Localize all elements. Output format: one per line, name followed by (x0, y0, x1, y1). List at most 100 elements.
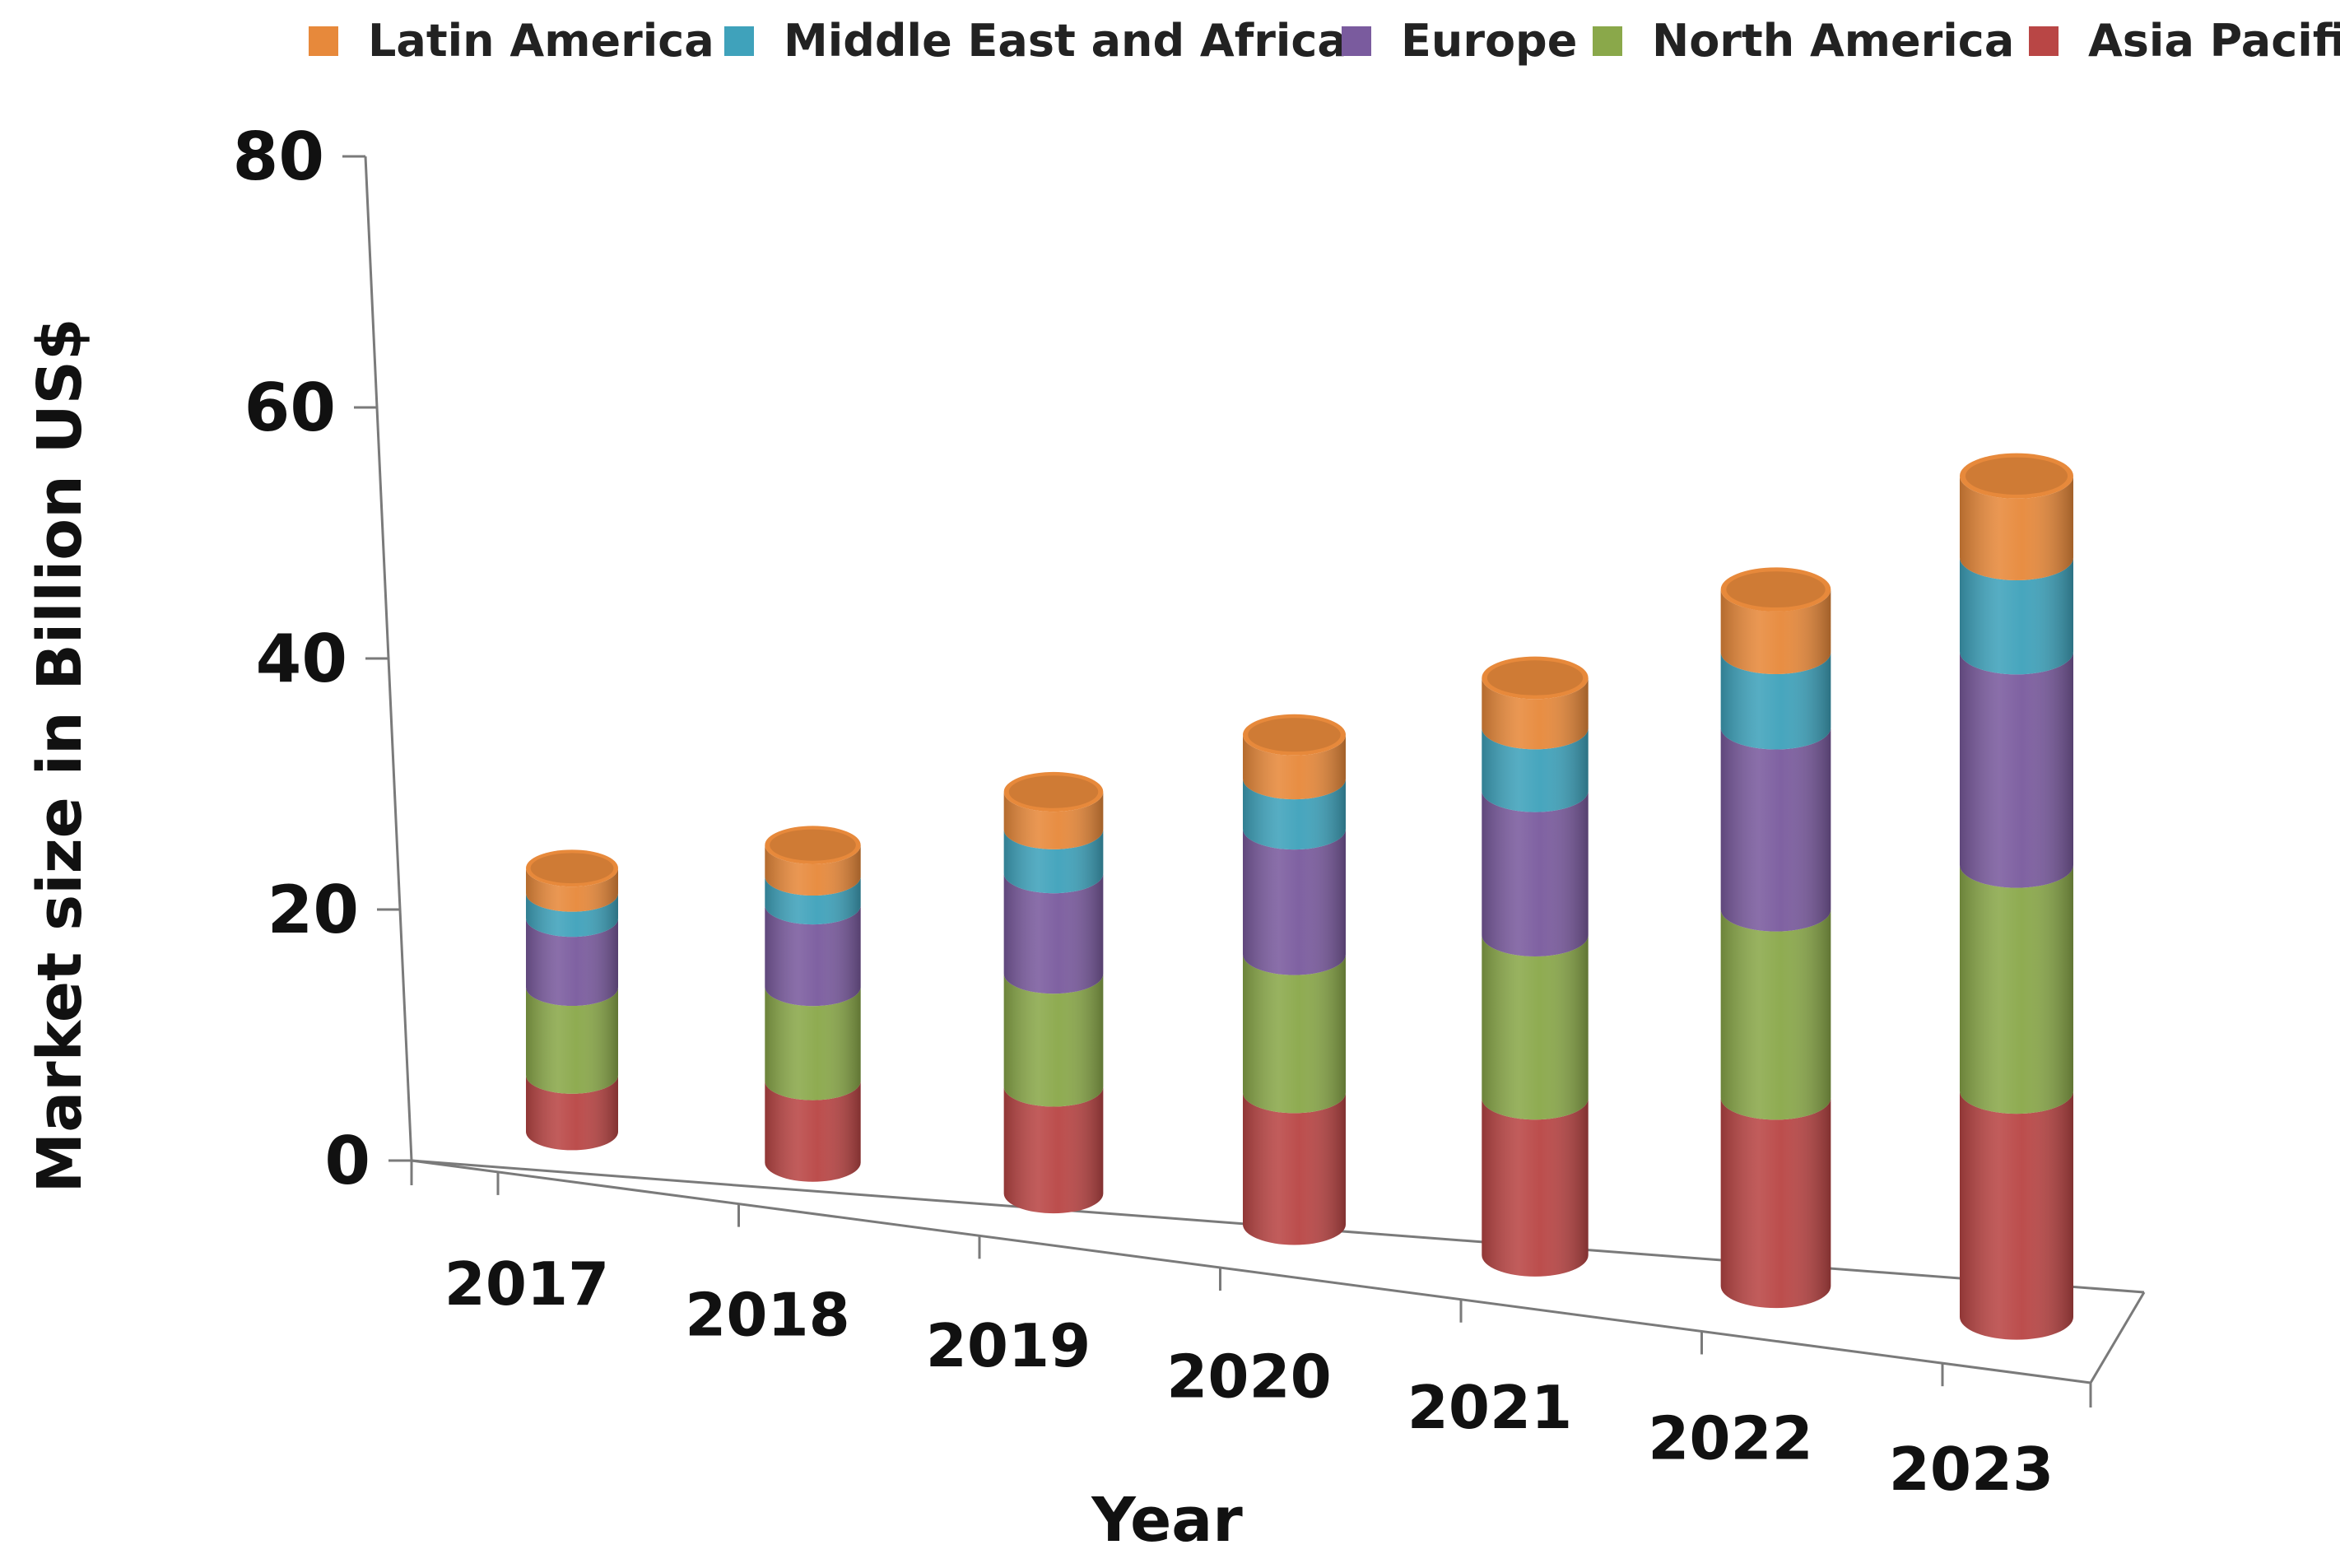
bar-segment-shade (1720, 589, 1831, 675)
bar-segment-shade (526, 987, 619, 1094)
bar-top-cap-inner (1726, 571, 1826, 608)
bar-north-america-2020 (1243, 954, 1346, 1114)
bar-stack-2021 (1482, 656, 1589, 1277)
bar-segment-shade (1960, 865, 2073, 1114)
bar-asia-pacific-2020 (1243, 1092, 1346, 1245)
bar-latin-america-2022 (1720, 589, 1831, 675)
legend-label: Middle East and Africa (784, 15, 1347, 67)
bar-europe-2022 (1720, 727, 1831, 932)
bar-top-cap (1720, 567, 1831, 612)
bar-segment-shade (765, 905, 861, 1007)
y-tick-label: 80 (233, 119, 324, 195)
bar-top-cap (1243, 714, 1346, 756)
y-axis-title: Market size in Billion US$ (25, 319, 95, 1193)
bar-segment-shade (526, 893, 619, 938)
bar-segment-shade (1003, 873, 1104, 994)
bar-europe-2018 (765, 905, 861, 1007)
bar-segment-shade (1482, 677, 1589, 750)
y-tick-label: 60 (244, 370, 336, 446)
x-tick-label-2017: 2017 (444, 1249, 609, 1319)
bar-segment-shade (526, 918, 619, 1007)
legend-label: Asia Pacific (2088, 15, 2340, 67)
bar-segment-shade (1243, 1092, 1346, 1245)
bar-segment-shade (1003, 792, 1104, 849)
legend-swatch (1342, 26, 1371, 56)
bar-segment-shade (1243, 954, 1346, 1114)
bar-top-cap-inner (1248, 718, 1341, 752)
legend-label: Latin America (368, 15, 714, 67)
bar-segment-shade (1482, 790, 1589, 956)
bar-asia-pacific-2023 (1960, 1091, 2073, 1340)
y-tick-label: 40 (256, 621, 347, 697)
bar-middle-east-and-africa-2019 (1003, 829, 1104, 894)
bar-segment-shade (765, 844, 861, 896)
bar-middle-east-and-africa-2017 (526, 893, 619, 938)
bar-latin-america-2017 (526, 868, 619, 912)
bar-middle-east-and-africa-2022 (1720, 652, 1831, 750)
bar-europe-2023 (1960, 651, 2073, 888)
x-tick-label-2023: 2023 (1889, 1435, 2054, 1504)
bar-latin-america-2021 (1482, 677, 1589, 750)
bar-north-america-2023 (1960, 865, 2073, 1114)
bar-top-cap-inner (770, 829, 856, 861)
bar-segment-shade (1960, 1091, 2073, 1340)
bar-segment-shade (1003, 974, 1104, 1107)
bar-segment-shade (1720, 910, 1831, 1120)
legend-swatch (1593, 26, 1622, 56)
bar-segment-shade (526, 868, 619, 912)
legend: Latin America Middle East and Africa Europ… (309, 15, 2340, 67)
bar-stack-2023 (1960, 453, 2073, 1340)
bar-north-america-2018 (765, 987, 861, 1100)
x-tick-label-2019: 2019 (926, 1311, 1091, 1380)
bar-segment-shade (1482, 1098, 1589, 1277)
legend-swatch (309, 26, 338, 56)
bar-north-america-2017 (526, 987, 619, 1094)
x-axis-ticks: 2017 2018 2019 2020 2021 2022 2023 (444, 1171, 2054, 1504)
bar-north-america-2021 (1482, 935, 1589, 1120)
bar-segment-shade (765, 876, 861, 925)
legend-swatch (2029, 26, 2059, 56)
x-tick-label-2021: 2021 (1407, 1373, 1572, 1442)
bar-segment-shade (1720, 1097, 1831, 1309)
bar-stack-2017 (526, 849, 619, 1151)
bar-asia-pacific-2019 (1003, 1086, 1104, 1214)
floor-right-edge (2089, 1291, 2146, 1384)
bar-asia-pacific-2022 (1720, 1097, 1831, 1309)
x-axis-title: Year (1091, 1485, 1243, 1556)
x-tick-label-2018: 2018 (685, 1281, 849, 1350)
bar-segment-shade (1482, 935, 1589, 1120)
bar-segment-shade (1720, 652, 1831, 750)
legend-label: North America (1652, 15, 2014, 67)
bar-stack-2022 (1720, 567, 1831, 1309)
y-tick-label: 0 (324, 1123, 370, 1199)
legend-swatch (724, 26, 754, 56)
bar-latin-america-2018 (765, 844, 861, 896)
bar-segment-shade (765, 987, 861, 1100)
bar-top-cap (1960, 453, 2073, 499)
bar-segment-shade (1960, 557, 2073, 675)
bar-segment-shade (765, 1081, 861, 1182)
bar-stack-2019 (1003, 771, 1104, 1214)
x-tick-label-2020: 2020 (1166, 1342, 1331, 1412)
bar-asia-pacific-2017 (526, 1075, 619, 1151)
bar-segment-shade (1003, 1086, 1104, 1214)
legend-item-north-america: North America (1593, 15, 2014, 67)
bar-top-cap (1482, 656, 1589, 700)
bar-latin-america-2020 (1243, 734, 1346, 800)
bar-segment-shade (526, 1075, 619, 1151)
bar-top-cap-inner (1965, 457, 2068, 495)
legend-item-asia-pacific: Asia Pacific (2029, 15, 2340, 67)
bar-stack-2020 (1243, 714, 1346, 1245)
bars (526, 453, 2073, 1340)
bar-top-cap-inner (530, 853, 614, 884)
bar-europe-2017 (526, 918, 619, 1007)
bar-segment-shade (1720, 727, 1831, 932)
y-tick-label: 20 (267, 872, 359, 948)
bar-segment-shade (1243, 829, 1346, 975)
y-axis-ticks: 0 20 40 60 80 (233, 119, 412, 1199)
bar-top-cap (765, 826, 861, 864)
bar-middle-east-and-africa-2023 (1960, 557, 2073, 675)
bar-top-cap-inner (1008, 775, 1099, 808)
bar-middle-east-and-africa-2021 (1482, 728, 1589, 812)
